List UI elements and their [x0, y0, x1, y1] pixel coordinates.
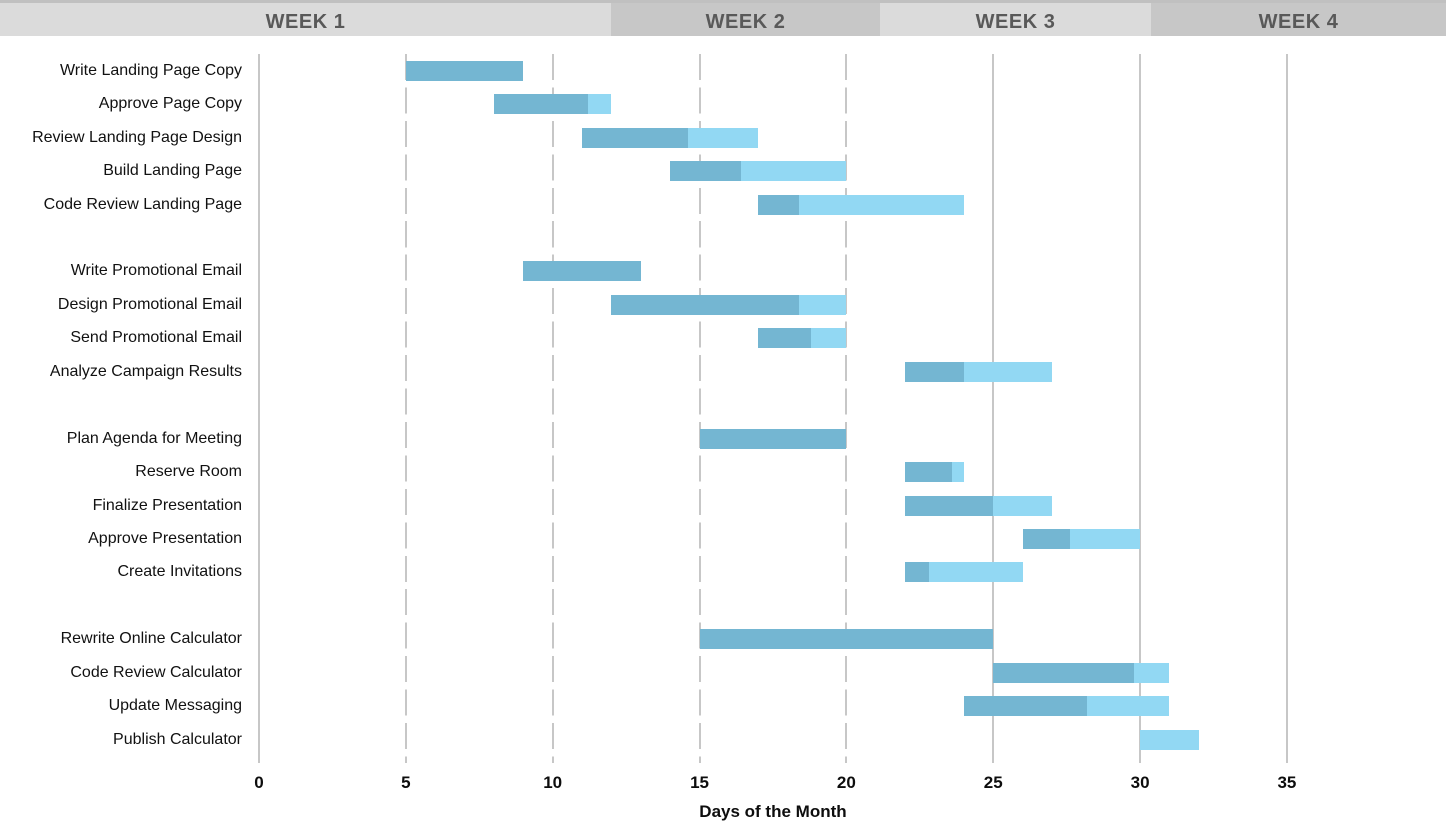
task-bar-completed-segment — [405, 60, 524, 81]
task-label: Update Messaging — [108, 697, 242, 715]
task-bar-completed-segment — [611, 294, 800, 315]
task-bar-completed-segment — [905, 462, 953, 483]
task-bar — [699, 428, 847, 449]
task-bar — [963, 696, 1170, 717]
task-bar — [670, 161, 847, 182]
task-bar — [905, 562, 1023, 583]
task-bar — [699, 629, 994, 650]
task-label: Rewrite Online Calculator — [60, 630, 242, 648]
task-bar-completed-segment — [758, 328, 812, 349]
task-label: Finalize Presentation — [92, 496, 242, 514]
task-bar — [1022, 529, 1141, 550]
task-label: Review Landing Page Design — [32, 128, 242, 146]
task-label: Publish Calculator — [113, 730, 242, 748]
task-label: Analyze Campaign Results — [49, 362, 242, 380]
task-bar — [905, 361, 1052, 382]
x-tick-label: 5 — [401, 773, 411, 792]
task-bar — [905, 462, 964, 483]
task-bar-completed-segment — [993, 662, 1135, 683]
task-bar-completed-segment — [670, 161, 741, 182]
x-tick-label: 30 — [1130, 773, 1150, 792]
task-label: Design Promotional Email — [57, 295, 242, 313]
gridline-day-25 — [992, 54, 995, 763]
task-label: Code Review Calculator — [70, 663, 242, 681]
task-label: Approve Page Copy — [98, 95, 242, 113]
task-label: Plan Agenda for Meeting — [66, 429, 242, 447]
x-axis-title: Days of the Month — [699, 802, 847, 821]
task-bar — [582, 127, 759, 148]
task-label: Approve Presentation — [88, 530, 242, 548]
task-bar — [611, 294, 847, 315]
week-band-2: WEEK 2 — [611, 3, 880, 36]
task-bar — [758, 194, 964, 215]
task-bar — [405, 60, 524, 81]
task-bar — [1140, 729, 1199, 750]
gridline-day-15 — [698, 54, 701, 763]
task-label: Write Promotional Email — [70, 262, 242, 280]
task-bar-completed-segment — [905, 562, 929, 583]
week-label: WEEK 3 — [975, 11, 1056, 33]
task-bar — [993, 662, 1170, 683]
task-bar-completed-segment — [963, 696, 1088, 717]
x-tick-label: 10 — [543, 773, 563, 792]
x-tick-label: 20 — [836, 773, 856, 792]
x-tick-label: 15 — [690, 773, 709, 792]
gridline-day-30 — [1139, 54, 1142, 763]
week-label: WEEK 2 — [705, 11, 786, 33]
task-label: Write Landing Page Copy — [59, 61, 242, 79]
task-bar — [905, 495, 1052, 516]
task-bar — [758, 328, 847, 349]
gridline-day-35 — [1285, 54, 1288, 763]
task-label: Send Promotional Email — [70, 329, 242, 347]
task-bar-completed-segment — [758, 194, 800, 215]
week-label: WEEK 1 — [265, 11, 346, 33]
task-bar — [523, 261, 641, 282]
week-label: WEEK 4 — [1258, 11, 1339, 33]
task-bar-completed-segment — [905, 495, 994, 516]
week-band-4: WEEK 4 — [1151, 3, 1446, 36]
gridline-day-10 — [551, 54, 554, 763]
task-bar — [493, 94, 612, 115]
x-tick-label: 25 — [983, 773, 1003, 792]
x-tick-label: 0 — [254, 773, 264, 792]
window-top-edge — [0, 0, 1446, 3]
task-bar-completed-segment — [905, 361, 964, 382]
week-band-1: WEEK 1 — [0, 3, 611, 36]
task-label: Create Invitations — [117, 563, 242, 581]
task-bar-completed-segment — [523, 261, 641, 282]
x-tick-label: 35 — [1277, 773, 1297, 792]
task-bar-completed-segment — [699, 629, 994, 650]
task-bar-completed-segment — [582, 127, 688, 148]
y-axis-line — [258, 54, 260, 763]
task-label: Code Review Landing Page — [43, 195, 242, 213]
task-bar-completed-segment — [1022, 529, 1070, 550]
task-bar-completed-segment — [493, 94, 588, 115]
task-bar-completed-segment — [699, 428, 847, 449]
gridline-day-5 — [404, 54, 407, 763]
week-band-3: WEEK 3 — [880, 3, 1151, 36]
gridline-day-20 — [845, 54, 848, 763]
task-label: Reserve Room — [135, 463, 242, 481]
task-label: Build Landing Page — [103, 162, 242, 180]
